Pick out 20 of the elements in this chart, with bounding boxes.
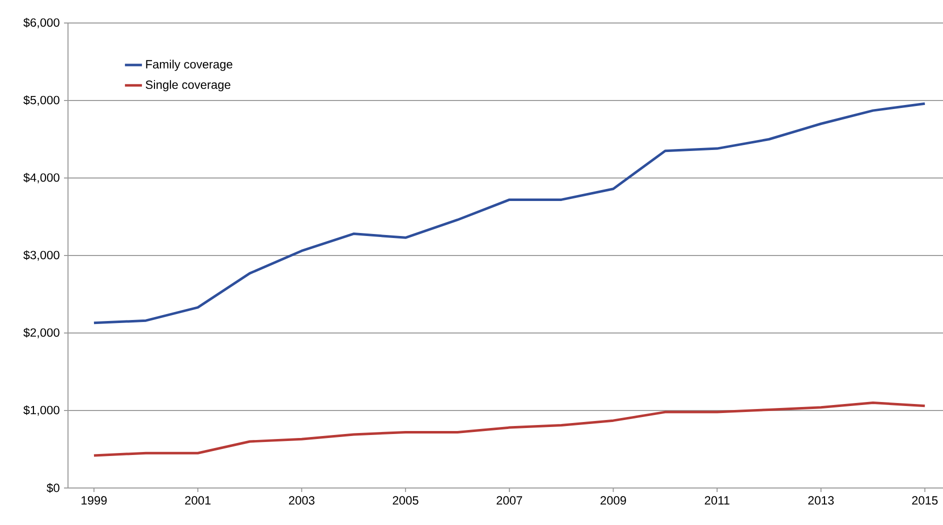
y-tick-label: $5,000	[23, 95, 60, 106]
y-tick-label: $2,000	[23, 328, 60, 338]
y-tick-label: $3,000	[23, 250, 60, 261]
x-tick-label: 2011	[704, 496, 730, 505]
x-tick-label: 2001	[185, 496, 211, 505]
line-series	[92, 102, 926, 324]
y-tick-label: $4,000	[23, 172, 60, 184]
line-series	[92, 402, 926, 457]
y-tick-label: $1,000	[23, 405, 60, 416]
x-tick-label: 2005	[392, 496, 418, 505]
legend-label: Family coverage	[146, 60, 232, 71]
x-tick-label: 2003	[288, 496, 314, 505]
x-tick-label: 2007	[496, 496, 522, 505]
x-tick-label: 2013	[808, 496, 834, 505]
x-tick-label: 2015	[912, 496, 938, 505]
y-tick-label: $6,000	[23, 18, 60, 28]
x-tick-label: 1999	[82, 496, 107, 505]
x-tick-label: 2009	[600, 496, 626, 505]
legend-label: Single coverage	[146, 80, 230, 92]
y-tick-label: $0	[46, 483, 60, 493]
